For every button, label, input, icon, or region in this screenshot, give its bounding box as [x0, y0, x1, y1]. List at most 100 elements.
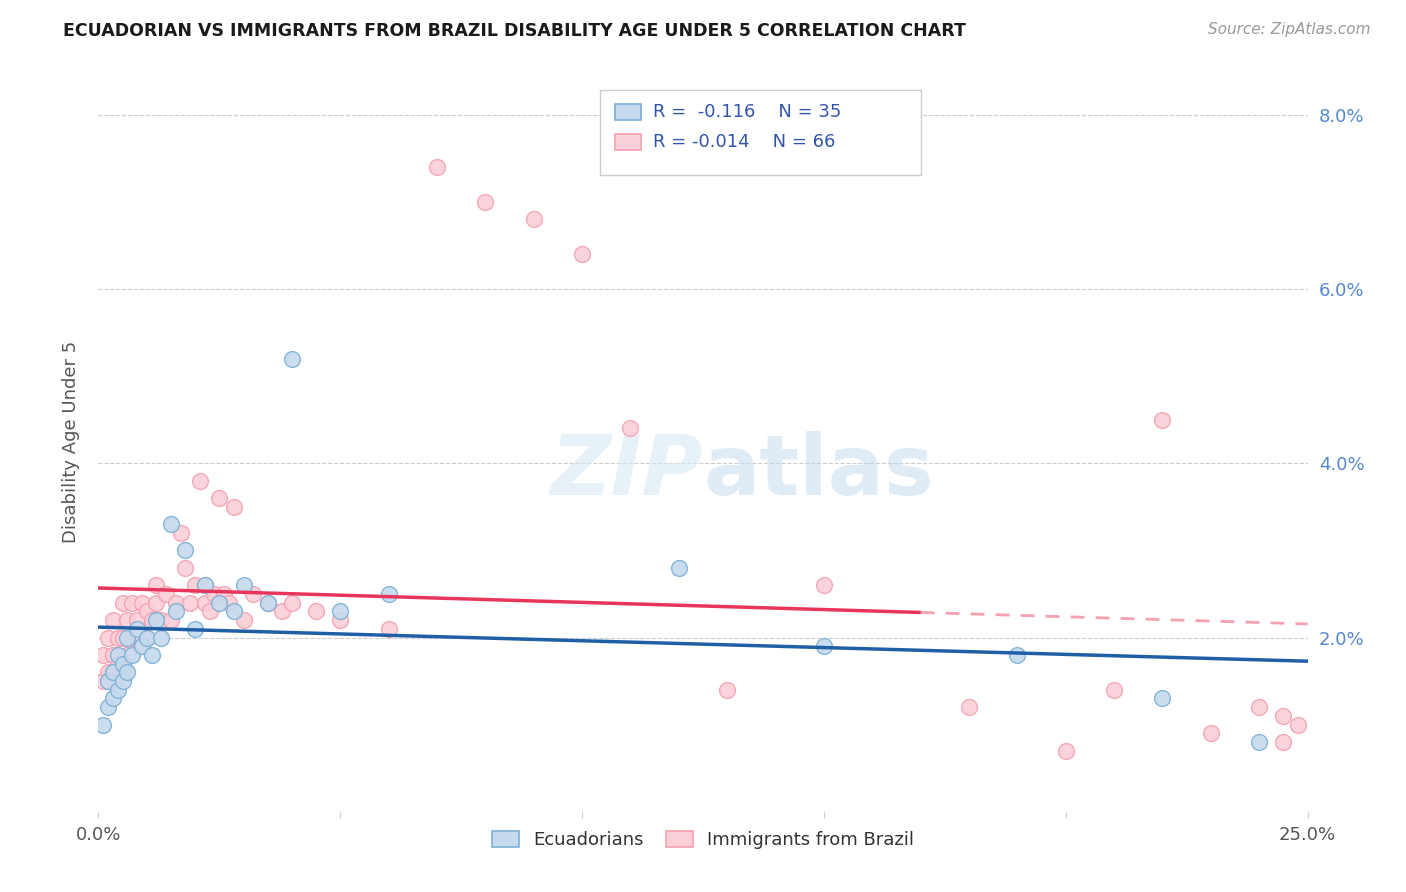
Point — [117, 631, 139, 645]
Point — [121, 648, 143, 662]
Point — [101, 691, 124, 706]
Point — [91, 717, 114, 731]
Point — [160, 517, 183, 532]
Point — [165, 604, 187, 618]
Point — [179, 596, 201, 610]
Point — [91, 674, 114, 689]
Point — [107, 682, 129, 697]
Point — [160, 613, 183, 627]
Point — [208, 596, 231, 610]
Point — [957, 700, 980, 714]
Text: R = -0.014    N = 66: R = -0.014 N = 66 — [654, 133, 835, 151]
Point — [232, 578, 254, 592]
Text: ECUADORIAN VS IMMIGRANTS FROM BRAZIL DISABILITY AGE UNDER 5 CORRELATION CHART: ECUADORIAN VS IMMIGRANTS FROM BRAZIL DIS… — [63, 22, 966, 40]
Point — [135, 604, 157, 618]
Point — [97, 674, 120, 689]
Point — [121, 631, 143, 645]
Point — [135, 631, 157, 645]
Point — [204, 587, 226, 601]
Point — [1007, 648, 1029, 662]
Legend: Ecuadorians, Immigrants from Brazil: Ecuadorians, Immigrants from Brazil — [482, 822, 924, 858]
Point — [1054, 744, 1077, 758]
Point — [111, 657, 134, 671]
Point — [1249, 735, 1271, 749]
Point — [155, 587, 177, 601]
Point — [101, 648, 124, 662]
Point — [1152, 413, 1174, 427]
Point — [222, 500, 245, 514]
Point — [813, 578, 835, 592]
Point — [188, 474, 211, 488]
Point — [571, 247, 593, 261]
FancyBboxPatch shape — [600, 90, 921, 175]
Point — [101, 674, 124, 689]
Point — [174, 543, 197, 558]
Point — [150, 613, 173, 627]
Point — [117, 665, 139, 680]
Point — [184, 578, 207, 592]
Point — [145, 578, 167, 592]
FancyBboxPatch shape — [614, 104, 641, 120]
Point — [668, 561, 690, 575]
Point — [619, 421, 641, 435]
Text: ZIP: ZIP — [550, 431, 703, 512]
Point — [1272, 735, 1295, 749]
Point — [97, 665, 120, 680]
Point — [377, 622, 399, 636]
Point — [91, 648, 114, 662]
Point — [256, 596, 278, 610]
Point — [281, 351, 304, 366]
Point — [474, 194, 496, 209]
Point — [329, 613, 352, 627]
Point — [127, 622, 149, 636]
Point — [194, 578, 217, 592]
Point — [194, 596, 217, 610]
Point — [141, 613, 163, 627]
Point — [111, 631, 134, 645]
Point — [305, 604, 328, 618]
Point — [222, 604, 245, 618]
Point — [165, 596, 187, 610]
Point — [198, 604, 221, 618]
Point — [121, 596, 143, 610]
Point — [107, 648, 129, 662]
Point — [1152, 691, 1174, 706]
Y-axis label: Disability Age Under 5: Disability Age Under 5 — [62, 341, 80, 542]
Point — [107, 631, 129, 645]
FancyBboxPatch shape — [614, 134, 641, 150]
Point — [117, 648, 139, 662]
Point — [127, 613, 149, 627]
Point — [101, 613, 124, 627]
Point — [184, 622, 207, 636]
Point — [107, 657, 129, 671]
Point — [218, 596, 240, 610]
Point — [145, 596, 167, 610]
Text: Source: ZipAtlas.com: Source: ZipAtlas.com — [1208, 22, 1371, 37]
Text: R =  -0.116    N = 35: R = -0.116 N = 35 — [654, 103, 842, 121]
Point — [101, 665, 124, 680]
Point — [1249, 700, 1271, 714]
Point — [716, 682, 738, 697]
Point — [97, 631, 120, 645]
Point — [232, 613, 254, 627]
Point — [1199, 726, 1222, 740]
Point — [145, 613, 167, 627]
Text: atlas: atlas — [703, 431, 934, 512]
Point — [426, 160, 449, 174]
Point — [212, 587, 235, 601]
Point — [208, 491, 231, 505]
Point — [111, 596, 134, 610]
Point — [111, 674, 134, 689]
Point — [523, 212, 546, 227]
Point — [271, 604, 294, 618]
Point — [1102, 682, 1125, 697]
Point — [127, 631, 149, 645]
Point — [329, 604, 352, 618]
Point — [169, 526, 191, 541]
Point — [242, 587, 264, 601]
Point — [1272, 709, 1295, 723]
Point — [194, 578, 217, 592]
Point — [97, 700, 120, 714]
Point — [131, 639, 153, 653]
Point — [813, 639, 835, 653]
